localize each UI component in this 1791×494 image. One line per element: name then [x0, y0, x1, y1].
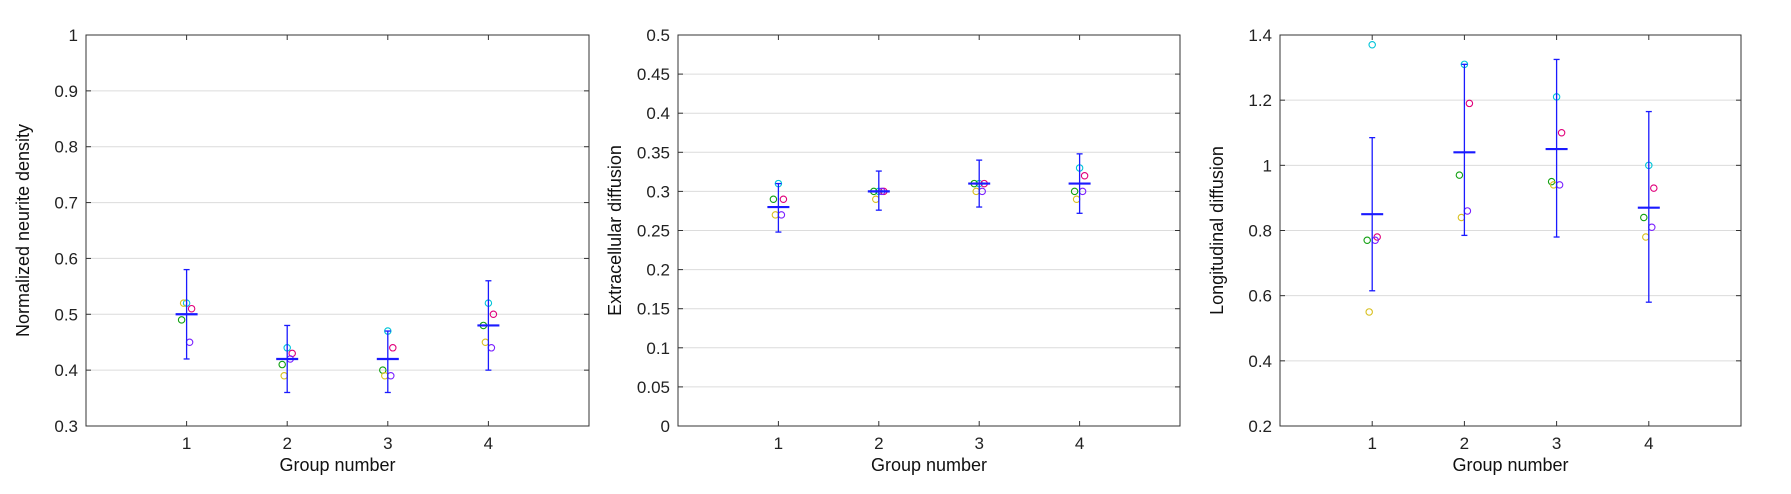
x-tick-label: 4 [1075, 434, 1084, 453]
x-tick-label: 2 [282, 434, 291, 453]
data-point [1363, 236, 1371, 245]
y-tick-label: 0.15 [637, 300, 670, 319]
chart-panel-1: 0.3 0.4 0.5 0.6 0.7 0.8 0.9 1 1 2 3 4 Group number No… [13, 26, 590, 475]
x-tick-label: 1 [182, 434, 191, 453]
x-tick-label: 3 [1552, 434, 1561, 453]
y-tick-label: 0.4 [646, 104, 670, 123]
y-tick-label: 0.4 [54, 361, 78, 380]
data-point [1365, 308, 1373, 316]
y-tick-label: 0.3 [54, 417, 78, 436]
y-tick-label: 0.4 [1248, 352, 1272, 371]
data-point [487, 344, 496, 352]
data-point [187, 304, 196, 313]
x-axis-label: Group number [871, 455, 987, 475]
x-axis-label: Group number [1452, 455, 1568, 475]
data-point [1557, 129, 1566, 137]
y-tick-label: 0.25 [637, 222, 670, 241]
data-point [777, 211, 786, 219]
y-tick-label: 0.6 [54, 249, 78, 268]
data-point [1455, 171, 1464, 179]
axes-frame [1279, 34, 1742, 427]
data-point [1072, 195, 1081, 203]
x-tick-label: 1 [774, 434, 783, 453]
data-point [779, 195, 788, 203]
y-tick-label: 0.8 [1248, 222, 1272, 241]
data-point [389, 344, 397, 352]
y-tick-label: 1 [69, 26, 78, 45]
data-point [381, 371, 389, 380]
data-point [872, 195, 880, 203]
y-tick-label: 0.7 [54, 194, 78, 213]
data-point [1465, 99, 1474, 108]
data-point [1642, 233, 1650, 241]
x-tick-label: 2 [1460, 434, 1469, 453]
y-tick-label: 0 [661, 417, 670, 436]
y-tick-label: 0.9 [54, 82, 78, 101]
data-point [1650, 184, 1658, 192]
y-axis-label: Longitudinal diffusion [1207, 146, 1227, 315]
data-point [481, 338, 490, 346]
y-tick-label: 1 [1263, 156, 1272, 175]
y-axis-label: Extracellular diffusion [605, 145, 625, 316]
data-point [1640, 213, 1648, 222]
y-tick-label: 1.2 [1248, 91, 1272, 110]
chart-panel-2: 0 0.05 0.1 0.15 0.2 0.25 0.3 0.35 0.4 0.45 0.5 1 2 3 4… [605, 26, 1181, 475]
y-tick-label: 0.8 [54, 138, 78, 157]
x-tick-label: 4 [1644, 434, 1653, 453]
data-point [177, 316, 186, 324]
y-tick-label: 0.6 [1248, 287, 1272, 306]
y-axis-label: Normalized neurite density [13, 124, 33, 337]
x-tick-label: 4 [484, 434, 493, 453]
data-point [280, 371, 288, 380]
data-point [1463, 207, 1472, 215]
data-point [1555, 181, 1564, 189]
x-axis-label: Group number [279, 455, 395, 475]
data-point [278, 360, 286, 369]
y-tick-label: 0.35 [637, 143, 670, 162]
data-point [1070, 187, 1079, 196]
data-point [1457, 213, 1466, 222]
data-point [387, 371, 395, 380]
data-point [1648, 223, 1656, 231]
axes-frame [85, 34, 590, 427]
chart-panel-3: 0.2 0.4 0.6 0.8 1 1.2 1.4 1 2 3 4 Group number Longi… [1207, 26, 1742, 475]
y-tick-label: 0.1 [646, 339, 670, 358]
y-tick-label: 0.5 [646, 26, 670, 45]
data-point [185, 338, 194, 346]
data-point [489, 310, 498, 319]
axes-frame [677, 34, 1181, 427]
y-tick-label: 0.2 [1248, 417, 1272, 436]
x-tick-label: 2 [874, 434, 883, 453]
y-tick-label: 1.4 [1248, 26, 1272, 45]
y-tick-label: 0.2 [646, 261, 670, 280]
x-tick-label: 3 [974, 434, 983, 453]
x-tick-label: 3 [383, 434, 392, 453]
y-tick-label: 0.3 [646, 182, 670, 201]
data-point [1368, 41, 1376, 49]
data-point [1080, 172, 1089, 180]
y-tick-label: 0.45 [637, 65, 670, 84]
y-tick-label: 0.05 [637, 378, 670, 397]
data-point [769, 195, 778, 203]
x-tick-label: 1 [1367, 434, 1376, 453]
y-tick-label: 0.5 [54, 305, 78, 324]
data-point [771, 211, 780, 219]
